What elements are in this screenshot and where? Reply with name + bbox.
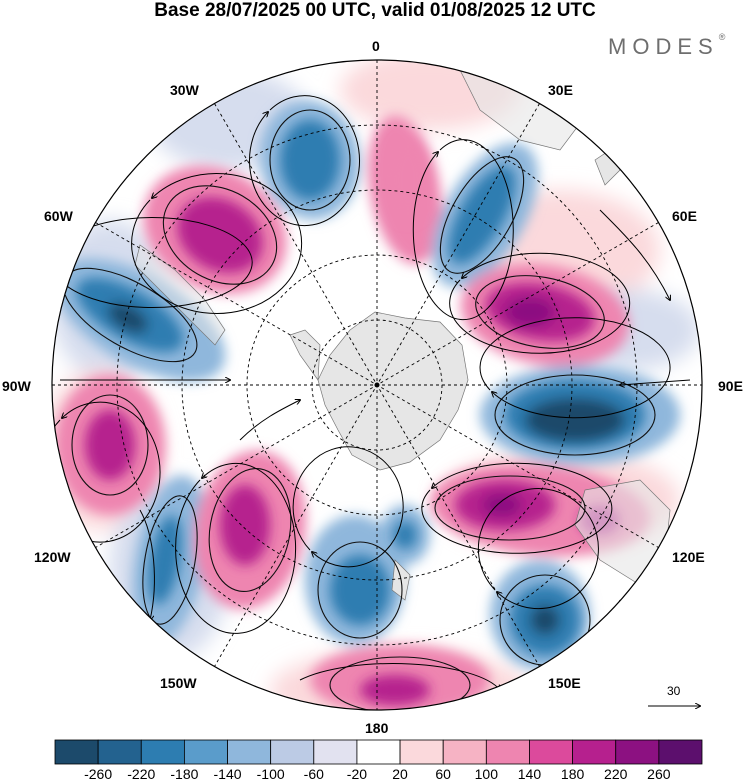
lon-label-120e: 120E	[672, 549, 705, 565]
colorbar-swatch	[140, 739, 185, 765]
colorbar-tick-label: 60	[435, 766, 451, 782]
lon-label-0: 0	[372, 38, 380, 54]
colorbar-tick-label: 100	[474, 766, 499, 782]
colorbar-swatch	[399, 739, 444, 765]
streamline	[131, 173, 303, 314]
streamline	[599, 209, 670, 300]
anomaly-field	[52, 60, 702, 710]
positive-max	[482, 493, 522, 517]
contour	[142, 495, 198, 625]
contour-lines	[62, 109, 656, 710]
positive-core	[388, 140, 428, 220]
south-pole-marker	[374, 382, 380, 388]
colorbar-swatch	[485, 739, 530, 765]
streamline	[477, 488, 599, 610]
negative-core	[330, 555, 390, 625]
streamline	[421, 462, 613, 554]
colorbar-swatch	[442, 739, 487, 765]
reference-vector-label: 30	[667, 684, 681, 698]
streamline	[175, 462, 297, 634]
map-boundary	[51, 59, 703, 711]
streamline	[449, 252, 631, 354]
contour	[494, 374, 656, 456]
streamline	[139, 509, 155, 620]
colorbar-swatch	[183, 739, 228, 765]
brand-name: MODES	[608, 34, 719, 59]
lon-label-150e: 150E	[548, 675, 581, 691]
negative-core	[448, 166, 516, 264]
colorbar	[54, 739, 703, 765]
brand-mark: ®	[718, 32, 726, 42]
lon-label-120w: 120W	[34, 549, 71, 565]
colorbar-tick-label: 260	[647, 766, 671, 782]
contour	[71, 394, 149, 496]
graticule	[52, 60, 702, 710]
streamline	[412, 139, 514, 321]
colorbar-tick-label: -100	[256, 766, 285, 782]
streamline	[239, 400, 300, 441]
colorbar-swatch	[54, 739, 99, 765]
streamline	[479, 317, 671, 419]
colorbar-tick-label: 220	[604, 766, 628, 782]
south-america-tip	[134, 244, 226, 346]
contour	[329, 656, 471, 710]
positive-core	[360, 675, 430, 705]
contour	[162, 185, 278, 285]
contour	[475, 275, 605, 349]
negative-max	[525, 398, 625, 442]
colorbar-tick-label: -260	[84, 766, 113, 782]
lon-label-150w: 150W	[160, 675, 197, 691]
lon-label-90w: 90W	[2, 378, 31, 394]
colorbar-tick-label: -220	[127, 766, 156, 782]
positive-max	[505, 297, 555, 327]
negative-max	[530, 605, 560, 635]
colorbar-tick-label: 180	[560, 766, 585, 782]
colorbar-swatch	[572, 739, 617, 765]
antarctica-landmass	[317, 311, 469, 471]
positive-core	[177, 197, 263, 273]
lon-label-90e: 90E	[718, 378, 743, 394]
colorbar-tick-label: -20	[346, 766, 368, 782]
contour	[317, 541, 403, 639]
negative-max	[108, 302, 148, 334]
colorbar-swatch	[270, 739, 315, 765]
streamline	[620, 379, 691, 385]
map-title: Base 28/07/2025 00 UTC, valid 01/08/2025…	[154, 0, 596, 21]
positive-core	[85, 410, 135, 480]
negative-core	[148, 515, 182, 605]
colorbar-swatch	[529, 739, 574, 765]
colorbar-tick-label: 140	[517, 766, 542, 782]
colorbar-tick-label: -140	[213, 766, 242, 782]
lon-label-60e: 60E	[672, 208, 697, 224]
colorbar-swatch	[658, 739, 703, 765]
colorbar-swatch	[313, 739, 358, 765]
strong-anomaly-layer	[76, 120, 645, 705]
colorbar-swatch	[615, 739, 660, 765]
lon-label-30w: 30W	[170, 82, 199, 98]
latitude-circle	[181, 189, 573, 581]
colorbar-tick-label: 20	[392, 766, 408, 782]
streamline	[299, 663, 500, 690]
contour	[439, 156, 525, 274]
negative-core	[280, 120, 340, 200]
streamline	[249, 95, 361, 227]
colorbar-tick-label: -180	[170, 766, 199, 782]
colorbar-swatch	[227, 739, 272, 765]
antarctic-peninsula	[289, 329, 321, 382]
streamline	[52, 401, 161, 543]
contour	[269, 109, 351, 211]
streamline	[292, 446, 404, 568]
contour	[434, 475, 586, 541]
lon-label-30e: 30E	[548, 82, 573, 98]
modes-logo: MODES®	[608, 32, 726, 60]
negative-core	[393, 521, 417, 549]
lon-label-180: 180	[365, 720, 389, 736]
lon-label-60w: 60W	[44, 208, 73, 224]
colorbar-swatch	[356, 739, 401, 765]
colorbar-swatch	[97, 739, 142, 765]
positive-core	[220, 485, 270, 565]
colorbar-tick-label: -60	[303, 766, 324, 782]
